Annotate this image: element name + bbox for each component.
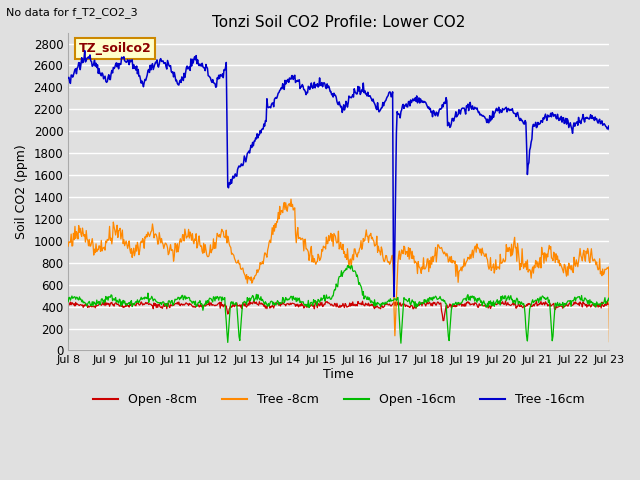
Y-axis label: Soil CO2 (ppm): Soil CO2 (ppm) xyxy=(15,144,28,239)
Legend: Open -8cm, Tree -8cm, Open -16cm, Tree -16cm: Open -8cm, Tree -8cm, Open -16cm, Tree -… xyxy=(88,388,590,411)
X-axis label: Time: Time xyxy=(323,368,354,381)
Text: No data for f_T2_CO2_3: No data for f_T2_CO2_3 xyxy=(6,7,138,18)
Text: TZ_soilco2: TZ_soilco2 xyxy=(79,42,152,55)
Title: Tonzi Soil CO2 Profile: Lower CO2: Tonzi Soil CO2 Profile: Lower CO2 xyxy=(212,15,465,30)
